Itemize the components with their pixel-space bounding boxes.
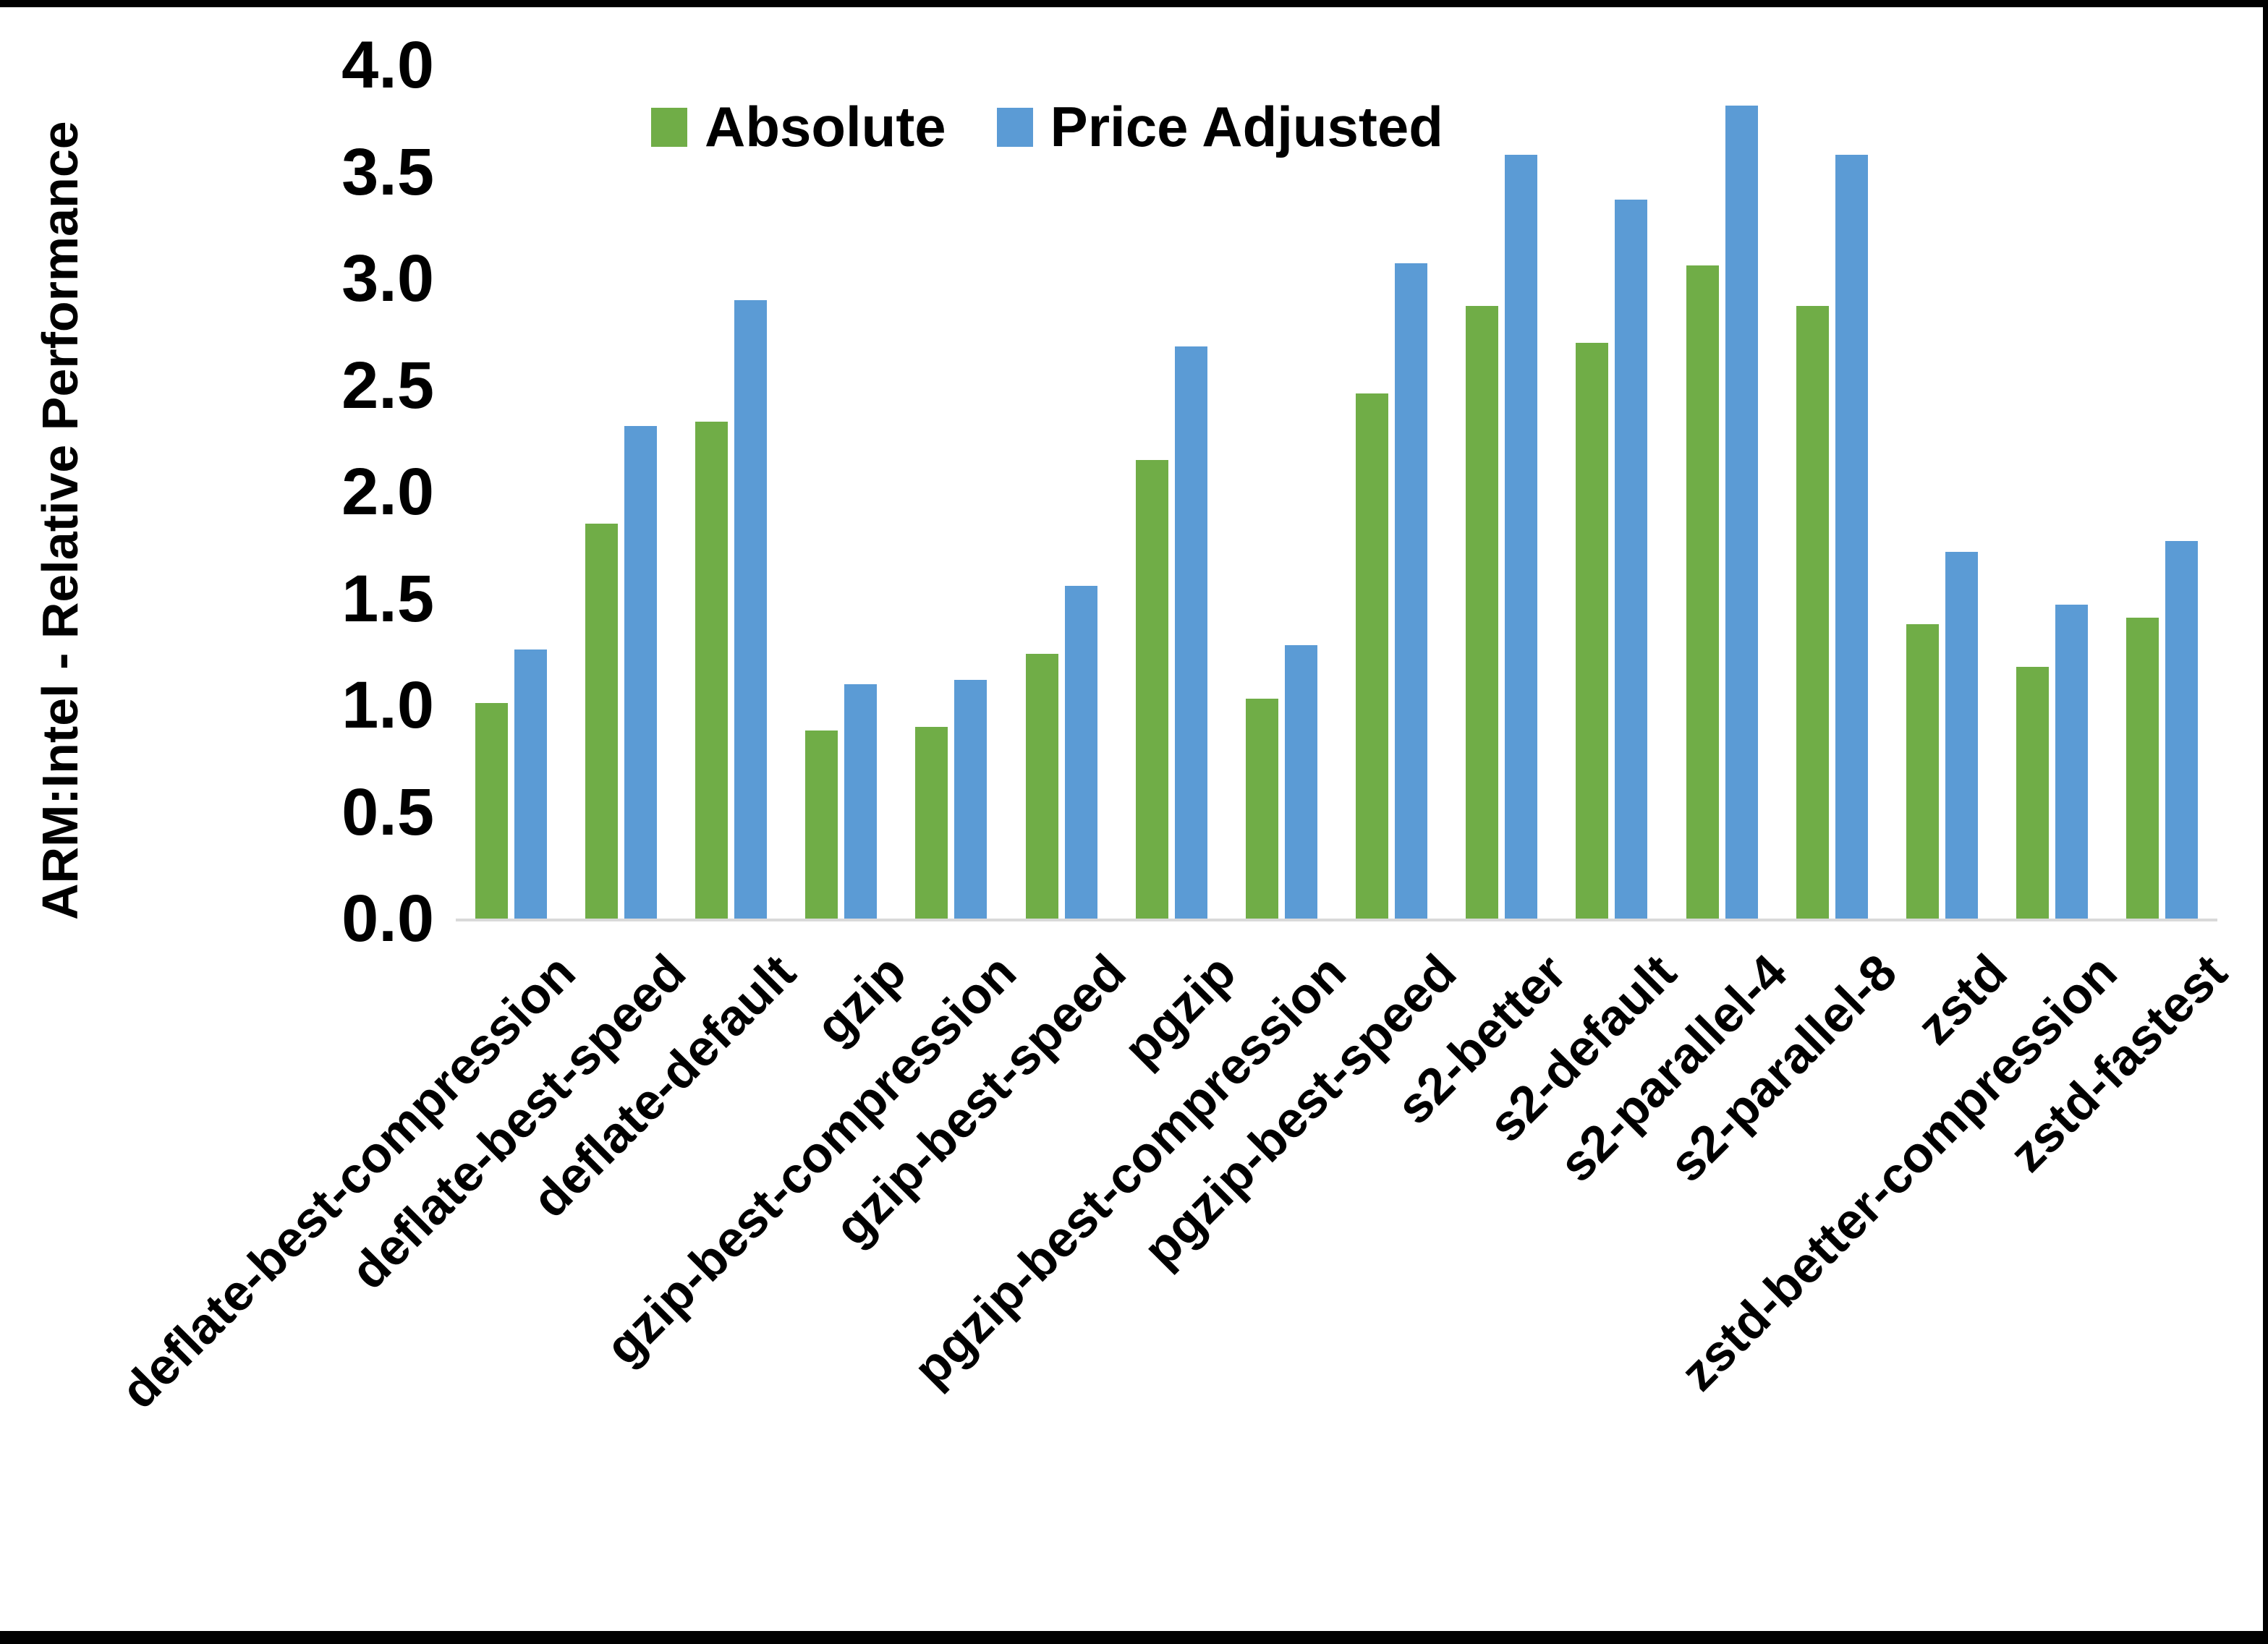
bar-absolute-pgzip-best-compression xyxy=(1245,699,1278,919)
bar-absolute-gzip xyxy=(805,731,838,919)
bar-price-adjusted-zstd-better-compression xyxy=(2055,605,2089,919)
bar-absolute-s2-default xyxy=(1576,342,1609,919)
bar-price-adjusted-zstd-fastest xyxy=(2165,540,2199,919)
bar-price-adjusted-s2-parallel-4 xyxy=(1725,106,1758,919)
legend-swatch-absolute xyxy=(651,107,687,147)
legend: Absolute Price Adjusted xyxy=(651,94,1443,160)
bar-absolute-pgzip xyxy=(1135,459,1168,919)
bar-price-adjusted-gzip-best-compression xyxy=(954,679,988,919)
bar-price-adjusted-s2-default xyxy=(1615,199,1648,919)
bar-price-adjusted-pgzip-best-speed xyxy=(1395,263,1428,919)
y-tick-label-4.0: 4.0 xyxy=(341,28,434,102)
bar-group-s2-better xyxy=(1447,65,1557,919)
bar-absolute-s2-better xyxy=(1466,306,1499,919)
bar-price-adjusted-deflate-default xyxy=(734,299,767,919)
legend-label-absolute: Absolute xyxy=(705,95,946,158)
y-tick-label-0.5: 0.5 xyxy=(341,775,434,849)
bar-group-zstd-fastest xyxy=(2107,65,2217,919)
bar-group-gzip-best-speed xyxy=(1006,65,1116,919)
bar-group-pgzip xyxy=(1116,65,1226,919)
bar-group-s2-parallel-4 xyxy=(1667,65,1777,919)
bar-price-adjusted-s2-better xyxy=(1505,154,1538,919)
bar-price-adjusted-pgzip-best-compression xyxy=(1284,645,1317,919)
legend-label-price-adjusted: Price Adjusted xyxy=(1050,95,1443,158)
bar-group-s2-default xyxy=(1557,65,1667,919)
bar-absolute-zstd-better-compression xyxy=(2016,666,2050,919)
bar-absolute-zstd-fastest xyxy=(2126,618,2159,919)
bar-price-adjusted-s2-parallel-8 xyxy=(1835,154,1868,919)
bar-price-adjusted-pgzip xyxy=(1174,346,1207,919)
bar-price-adjusted-deflate-best-speed xyxy=(624,425,657,919)
bar-price-adjusted-zstd xyxy=(1945,551,1979,919)
legend-item-absolute: Absolute xyxy=(651,94,946,160)
bar-group-deflate-best-compression xyxy=(456,65,566,919)
bar-group-s2-parallel-8 xyxy=(1777,65,1887,919)
x-tick-label-deflate-best-compression: deflate-best-compression xyxy=(110,943,586,1420)
bar-absolute-deflate-default xyxy=(695,421,728,919)
bar-group-pgzip-best-compression xyxy=(1226,65,1336,919)
bar-group-pgzip-best-speed xyxy=(1337,65,1447,919)
bar-absolute-s2-parallel-8 xyxy=(1796,306,1829,919)
bar-price-adjusted-gzip-best-speed xyxy=(1064,585,1097,919)
legend-swatch-price-adjusted xyxy=(996,107,1033,147)
y-tick-label-0.0: 0.0 xyxy=(341,882,434,955)
legend-item-price-adjusted: Price Adjusted xyxy=(996,94,1443,160)
bar-absolute-pgzip-best-speed xyxy=(1356,393,1389,919)
y-axis-title: ARM:Intel - Relative Performance xyxy=(32,121,88,921)
bar-absolute-deflate-best-compression xyxy=(475,703,508,919)
bar-absolute-deflate-best-speed xyxy=(585,524,618,919)
plot-area xyxy=(456,65,2217,921)
y-tick-label-2.5: 2.5 xyxy=(341,348,434,422)
bar-group-deflate-default xyxy=(676,65,786,919)
y-tick-label-3.5: 3.5 xyxy=(341,135,434,209)
bar-group-gzip-best-compression xyxy=(896,65,1006,919)
bar-group-zstd-better-compression xyxy=(1997,65,2107,919)
bar-group-gzip xyxy=(786,65,896,919)
bar-price-adjusted-deflate-best-compression xyxy=(514,649,547,919)
y-tick-label-1.5: 1.5 xyxy=(341,561,434,636)
bar-group-deflate-best-speed xyxy=(566,65,676,919)
bar-price-adjusted-gzip xyxy=(844,683,878,919)
bar-absolute-s2-parallel-4 xyxy=(1686,265,1719,919)
bar-absolute-gzip-best-speed xyxy=(1025,654,1058,919)
bar-absolute-gzip-best-compression xyxy=(915,726,948,919)
bar-group-zstd xyxy=(1887,65,1997,919)
y-tick-label-1.0: 1.0 xyxy=(341,668,434,742)
y-tick-label-3.0: 3.0 xyxy=(341,242,434,315)
bar-absolute-zstd xyxy=(1906,623,1940,919)
y-tick-label-2.0: 2.0 xyxy=(341,455,434,529)
